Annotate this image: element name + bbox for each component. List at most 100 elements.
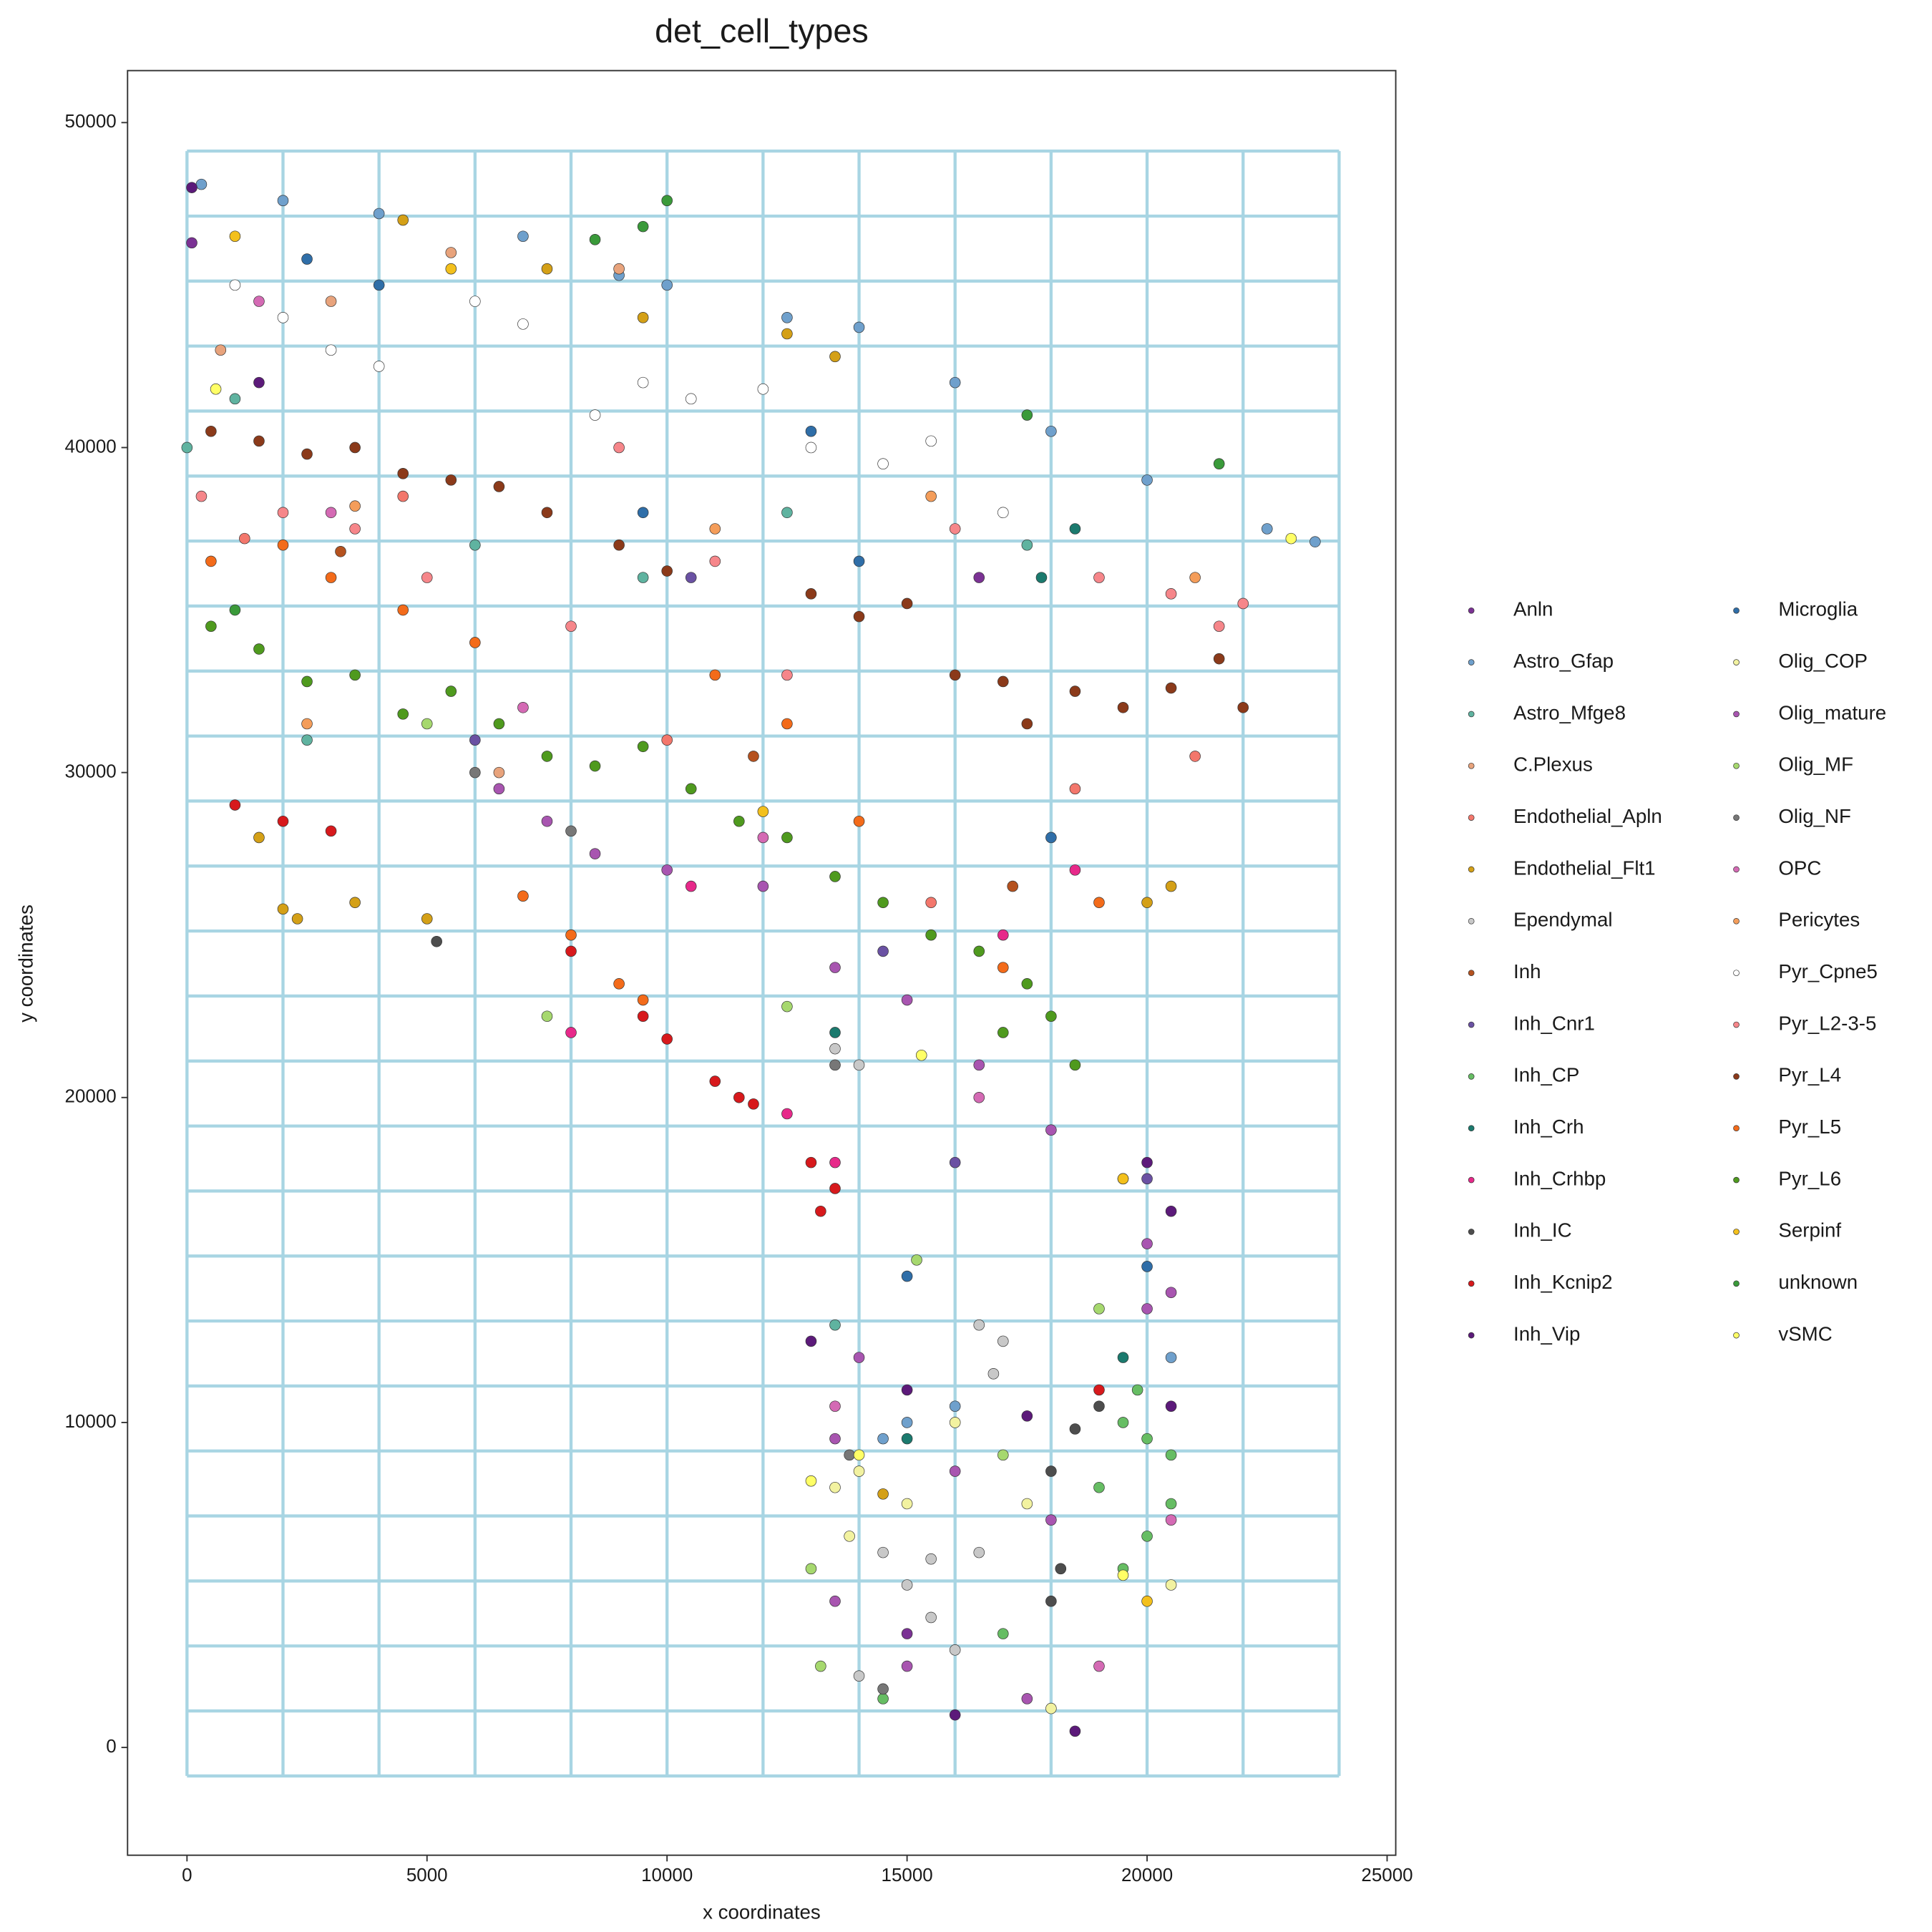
legend-label: Olig_mature — [1778, 701, 1886, 723]
x-tick-label: 10000 — [641, 1864, 693, 1885]
data-point — [517, 890, 529, 902]
data-point — [1117, 1569, 1129, 1581]
data-point — [901, 1417, 913, 1428]
data-point — [1285, 532, 1297, 545]
y-tick-label: 10000 — [65, 1410, 117, 1432]
legend-label: Pyr_L5 — [1778, 1116, 1841, 1138]
legend-label: Endothelial_Flt1 — [1513, 857, 1656, 879]
data-point — [685, 393, 697, 405]
data-point — [253, 831, 265, 844]
data-point — [1069, 686, 1081, 697]
data-point — [613, 263, 625, 275]
data-point — [748, 751, 759, 762]
data-point — [301, 734, 313, 746]
data-point — [877, 897, 889, 909]
data-point — [949, 1644, 961, 1656]
data-point — [1141, 897, 1153, 909]
data-point — [1141, 1595, 1153, 1607]
data-point — [805, 588, 817, 600]
data-point — [685, 783, 697, 795]
legend-marker — [1733, 607, 1740, 614]
data-point — [844, 1531, 855, 1542]
data-point — [589, 760, 601, 772]
data-point — [277, 903, 289, 915]
data-point — [1035, 572, 1048, 583]
data-point — [469, 296, 481, 307]
legend-marker — [1468, 1073, 1475, 1080]
data-point — [757, 383, 769, 395]
data-point — [829, 1319, 841, 1331]
data-point — [229, 604, 241, 616]
data-point — [1117, 702, 1129, 713]
data-point — [541, 1010, 553, 1023]
data-point — [325, 825, 337, 837]
data-point — [1021, 978, 1033, 990]
data-point — [877, 458, 889, 469]
data-point — [997, 507, 1009, 519]
data-point — [1045, 1465, 1057, 1477]
data-point — [277, 312, 289, 323]
legend-label: Inh_CP — [1513, 1064, 1579, 1086]
legend-label: Pericytes — [1778, 909, 1860, 931]
legend-marker — [1468, 1176, 1475, 1184]
data-point — [1165, 1514, 1177, 1526]
data-point — [829, 1433, 841, 1445]
data-point — [1131, 1384, 1143, 1396]
y-tick-label: 0 — [106, 1735, 116, 1757]
data-point — [949, 523, 961, 535]
data-point — [253, 435, 265, 447]
data-point — [397, 604, 409, 616]
data-point — [613, 539, 625, 551]
data-point — [186, 182, 197, 193]
data-point — [1093, 572, 1105, 583]
data-point — [1141, 1156, 1153, 1169]
data-point — [1141, 1173, 1153, 1185]
data-point — [469, 637, 481, 648]
data-point — [1141, 1238, 1153, 1249]
data-point — [853, 1352, 865, 1363]
legend-marker — [1468, 866, 1475, 873]
data-point — [229, 279, 241, 291]
data-point — [829, 1156, 841, 1169]
data-point — [781, 718, 793, 730]
data-point — [637, 1010, 649, 1023]
data-point — [973, 1091, 985, 1103]
data-point — [1045, 1595, 1057, 1607]
legend-label: Ependymal — [1513, 909, 1613, 931]
data-point — [915, 1049, 927, 1061]
data-point — [853, 815, 865, 827]
data-point — [781, 831, 793, 844]
data-point — [1165, 1498, 1177, 1510]
data-point — [325, 572, 337, 583]
data-point — [1117, 1352, 1129, 1363]
data-point — [210, 383, 222, 395]
data-point — [1165, 1400, 1177, 1413]
data-point — [421, 572, 433, 583]
data-point — [589, 409, 601, 421]
legend-marker — [1468, 1229, 1475, 1235]
legend-marker — [1733, 711, 1740, 718]
data-point — [277, 507, 289, 519]
data-point — [1069, 1059, 1081, 1071]
data-point — [613, 978, 625, 990]
data-point — [1069, 864, 1081, 876]
data-point — [733, 815, 745, 827]
data-point — [901, 1433, 913, 1445]
data-point — [1045, 425, 1057, 437]
data-point — [949, 1709, 961, 1721]
data-point — [431, 936, 442, 947]
data-point — [661, 1033, 673, 1045]
data-point — [805, 1475, 817, 1487]
y-tick-label: 20000 — [65, 1085, 117, 1107]
data-point — [1055, 1563, 1067, 1575]
data-point — [277, 815, 289, 827]
data-point — [637, 376, 649, 389]
data-point — [997, 1628, 1009, 1639]
data-point — [565, 929, 577, 941]
data-point — [877, 1693, 889, 1704]
legend-marker — [1733, 1021, 1740, 1028]
data-point — [397, 468, 409, 479]
data-point — [829, 351, 841, 363]
data-point — [421, 718, 433, 730]
